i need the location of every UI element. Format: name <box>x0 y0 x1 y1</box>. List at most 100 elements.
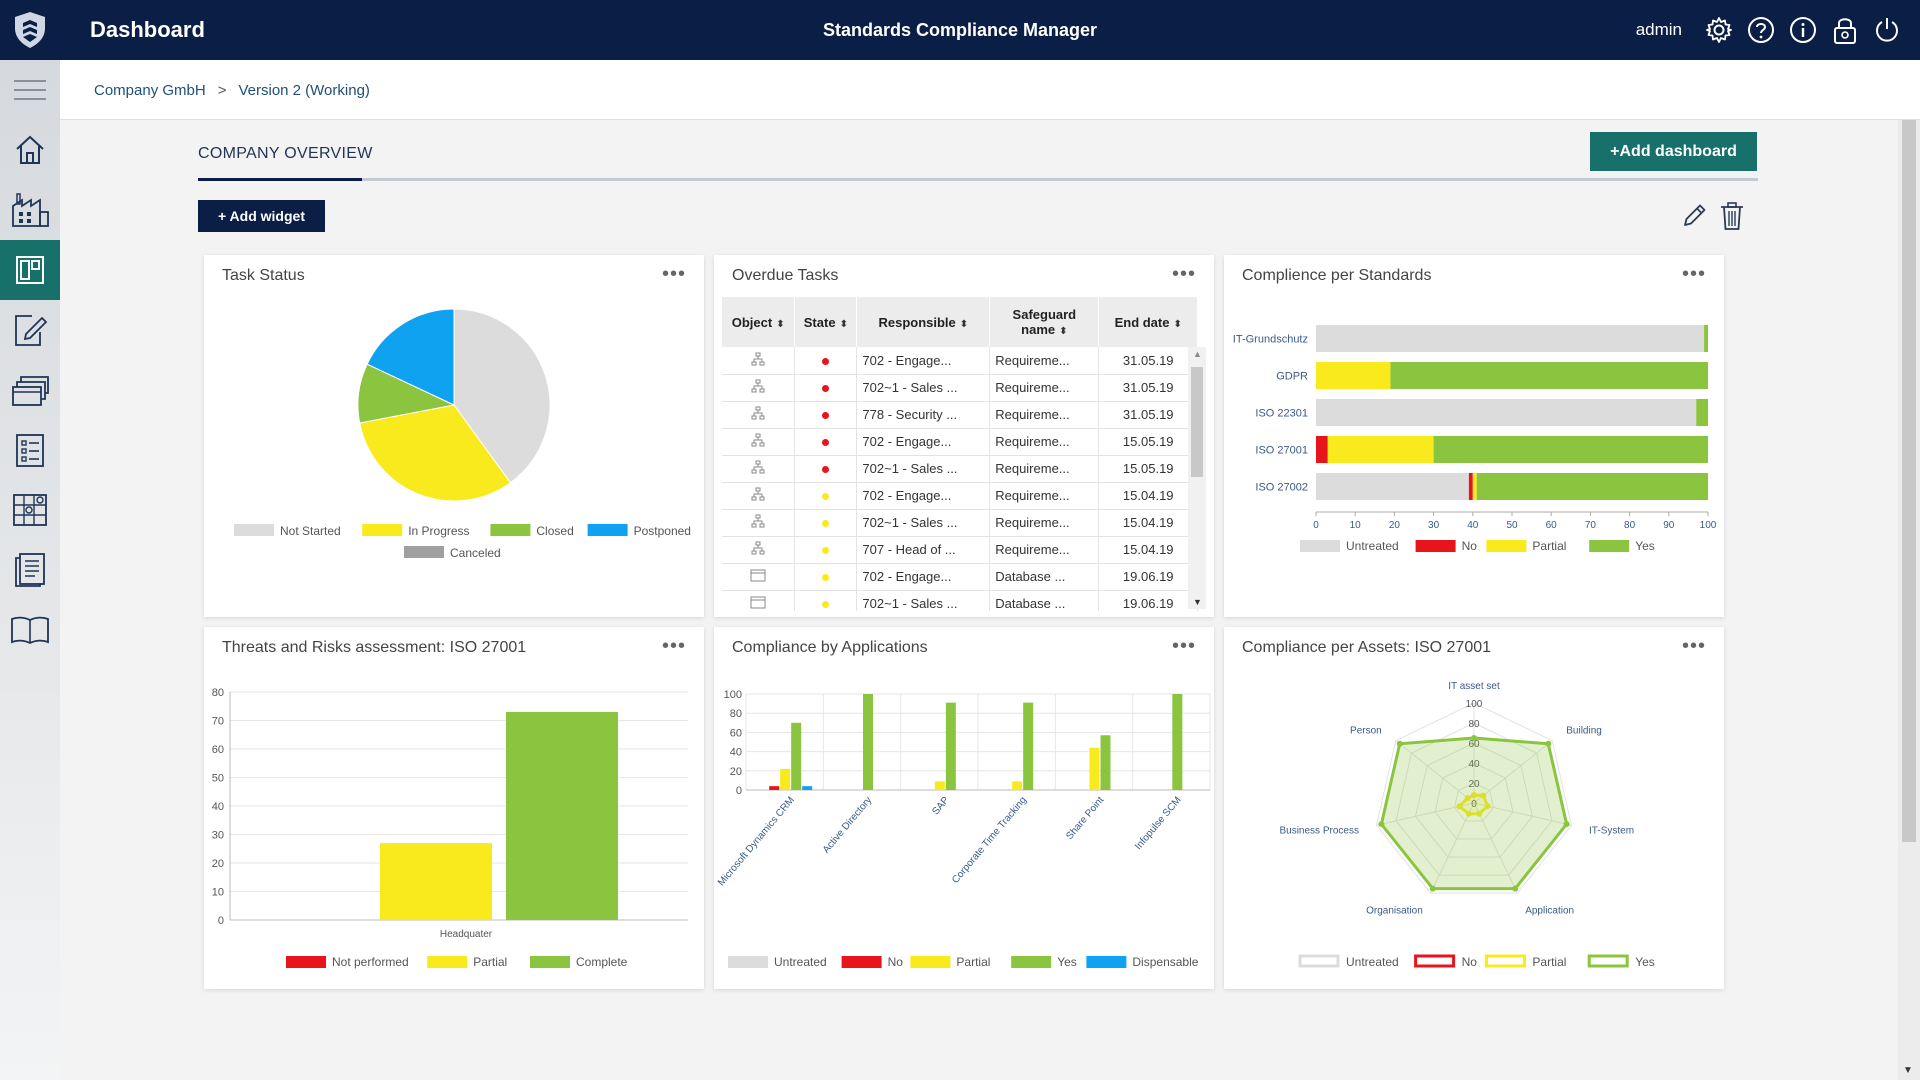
legend-item-untreated[interactable]: Untreated <box>1298 954 1399 969</box>
legend-item-in-progress[interactable]: In Progress <box>362 524 470 538</box>
widget-menu-icon[interactable]: ••• <box>1171 263 1196 285</box>
add-dashboard-button[interactable]: +Add dashboard <box>1590 132 1757 171</box>
scroll-down-arrow-icon[interactable]: ▼ <box>1903 1065 1913 1076</box>
tree-icon <box>751 514 765 531</box>
power-icon[interactable] <box>1872 15 1902 45</box>
stack-icon[interactable] <box>0 360 60 420</box>
info-icon[interactable] <box>1788 15 1818 45</box>
widget-menu-icon[interactable]: ••• <box>661 635 686 657</box>
table-row[interactable]: 702~1 - Sales ... Requireme... 31.05.19 <box>722 374 1198 402</box>
bar-yes-gdpr <box>1390 362 1708 389</box>
legend-item-partial[interactable]: Partial <box>1486 539 1566 553</box>
checklist-icon[interactable] <box>0 420 60 480</box>
breadcrumb-item-company[interactable]: Company GmbH <box>94 82 206 99</box>
legend-item-no[interactable]: No <box>841 955 904 969</box>
y-tick-label: ISO 27002 <box>1255 482 1308 494</box>
cell-responsible: 778 - Security ... <box>856 401 991 429</box>
legend-item-yes[interactable]: Yes <box>1589 539 1655 553</box>
widget-menu-icon[interactable]: ••• <box>661 263 686 285</box>
legend-item-no[interactable]: No <box>1414 954 1478 969</box>
widget-menu-icon[interactable]: ••• <box>1681 635 1706 657</box>
legend-item-partial[interactable]: Partial <box>910 955 990 969</box>
breadcrumb-item-version[interactable]: Version 2 (Working) <box>238 82 370 99</box>
scroll-up-arrow-icon[interactable]: ▲ <box>1193 349 1202 359</box>
sort-icon: ⬍ <box>1173 318 1182 330</box>
legend-item-complete[interactable]: Complete <box>530 955 628 969</box>
legend-item-canceled[interactable]: Canceled <box>404 546 501 560</box>
y-tick-label: 20 <box>730 766 742 778</box>
widget-menu-icon[interactable]: ••• <box>1681 263 1706 285</box>
widget-title: Compliance by Applications <box>732 639 928 656</box>
legend-item-no[interactable]: No <box>1415 539 1478 553</box>
column-header-end-date[interactable]: End date ⬍ <box>1098 297 1198 347</box>
factory-icon[interactable] <box>0 180 60 240</box>
bar-yes-iso-27002 <box>1476 473 1708 500</box>
edit-document-icon[interactable] <box>0 300 60 360</box>
radar-point-partial <box>1465 810 1472 817</box>
report-icon[interactable] <box>0 540 60 600</box>
table-row[interactable]: 778 - Security ... Requireme... 31.05.19 <box>722 401 1198 429</box>
add-widget-button[interactable]: + Add widget <box>198 200 325 232</box>
column-header-object[interactable]: Object ⬍ <box>722 297 796 347</box>
y-tick-label: 70 <box>212 716 224 728</box>
legend-item-not-started[interactable]: Not Started <box>234 524 341 538</box>
legend-item-untreated[interactable]: Untreated <box>1300 539 1399 553</box>
legend-item-untreated[interactable]: Untreated <box>728 955 827 969</box>
widget-menu-icon[interactable]: ••• <box>1171 635 1196 657</box>
table-scrollbar-thumb[interactable] <box>1191 367 1203 477</box>
legend-label: No <box>888 955 904 969</box>
legend-item-not-performed[interactable]: Not performed <box>286 955 409 969</box>
legend-item-closed[interactable]: Closed <box>490 524 574 538</box>
home-icon[interactable] <box>0 120 60 180</box>
cell-responsible: 702~1 - Sales ... <box>856 509 991 537</box>
user-name[interactable]: admin <box>1635 20 1682 39</box>
x-tick-label: 20 <box>1389 520 1401 531</box>
pie-slice-postponed <box>366 308 455 406</box>
table-row[interactable]: 702 - Engage... Database ... 19.06.19 <box>722 563 1198 591</box>
table-header-row: Object ⬍ State ⬍ Responsible ⬍ Safeguard na… <box>722 297 1198 347</box>
table-row[interactable]: 702 - Engage... Requireme... 31.05.19 <box>722 347 1198 375</box>
y-tick-label: 60 <box>730 727 742 739</box>
grid-icon[interactable] <box>0 480 60 540</box>
table-row[interactable]: 702 - Engage... Requireme... 15.05.19 <box>722 428 1198 456</box>
column-header-safeguard-name[interactable]: Safeguard name ⬍ <box>989 297 1100 347</box>
cell-state <box>794 401 858 429</box>
dashboard-icon[interactable] <box>0 240 60 300</box>
logo[interactable] <box>0 0 60 60</box>
legend-label: Partial <box>956 955 990 969</box>
table-row[interactable]: 702~1 - Sales ... Requireme... 15.05.19 <box>722 455 1198 483</box>
lock-icon[interactable] <box>1830 15 1860 45</box>
legend-item-yes[interactable]: Yes <box>1011 955 1077 969</box>
page-scrollbar-thumb[interactable] <box>1902 120 1916 842</box>
y-tick-label: 0 <box>218 915 224 927</box>
table-row[interactable]: 702 - Engage... Requireme... 15.04.19 <box>722 482 1198 510</box>
column-header-state[interactable]: State ⬍ <box>794 297 858 347</box>
column-header-responsible[interactable]: Responsible ⬍ <box>856 297 991 347</box>
table-row[interactable]: 707 - Head of ... Requireme... 15.04.19 <box>722 536 1198 564</box>
legend-item-partial[interactable]: Partial <box>427 955 507 969</box>
tab-company-overview[interactable]: COMPANY OVERVIEW <box>198 145 373 162</box>
radar-spoke <box>1473 740 1553 804</box>
table-row[interactable]: 702~1 - Sales ... Database ... 19.06.19 <box>722 590 1198 611</box>
bar-partial <box>380 843 492 920</box>
table-row[interactable]: 702~1 - Sales ... Requireme... 15.04.19 <box>722 509 1198 537</box>
bar-untreated-it-grundschutz <box>1316 325 1705 352</box>
legend-item-partial[interactable]: Partial <box>1484 954 1566 969</box>
table-scrollbar[interactable]: ▲ ▼ <box>1188 347 1206 609</box>
legend-item-yes[interactable]: Yes <box>1587 954 1655 969</box>
legend-item-postponed[interactable]: Postponed <box>587 524 691 538</box>
cell-end-date: 15.04.19 <box>1098 509 1198 537</box>
pencil-icon[interactable] <box>1682 202 1708 228</box>
legend-swatch <box>1414 954 1456 968</box>
book-icon[interactable] <box>0 600 60 660</box>
bar-yes-active-directory <box>863 694 873 790</box>
help-icon[interactable] <box>1746 15 1776 45</box>
page-scrollbar[interactable]: ▼ <box>1898 120 1920 1080</box>
hamburger-menu-icon[interactable] <box>0 70 60 110</box>
legend-label: Untreated <box>774 955 827 969</box>
legend-item-dispensable[interactable]: Dispensable <box>1086 955 1199 969</box>
scroll-down-arrow-icon[interactable]: ▼ <box>1193 597 1202 607</box>
gear-icon[interactable] <box>1704 15 1734 45</box>
trash-icon[interactable] <box>1719 201 1745 231</box>
cell-safeguard: Requireme... <box>989 455 1100 483</box>
